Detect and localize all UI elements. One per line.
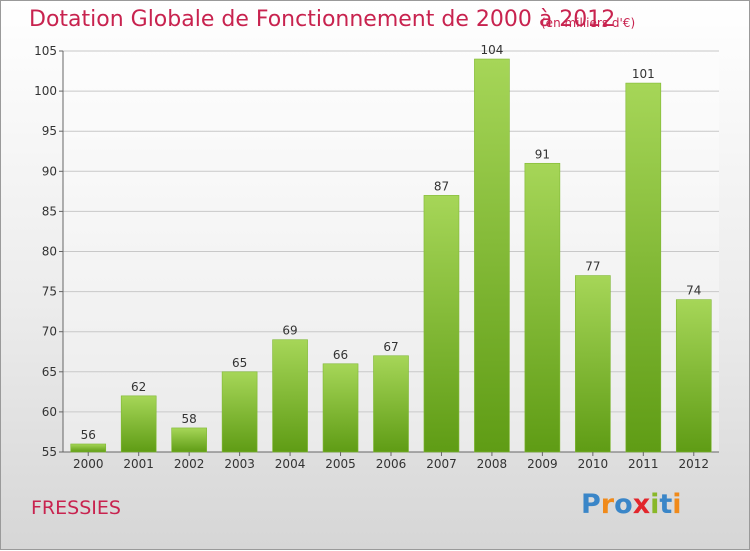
bar-value-label: 77 <box>585 260 600 274</box>
x-tick-label: 2010 <box>578 457 609 471</box>
y-tick-label: 90 <box>42 164 57 178</box>
logo-letter: x <box>632 489 651 520</box>
bar <box>675 299 712 453</box>
bar-value-label: 67 <box>383 340 398 354</box>
y-tick-label: 75 <box>42 285 57 299</box>
y-tick-label: 105 <box>34 44 57 58</box>
chart-title: Dotation Globale de Fonctionnement de 20… <box>29 7 616 32</box>
y-tick-label: 100 <box>34 84 57 98</box>
y-tick-label: 60 <box>42 405 57 419</box>
x-tick-label: 2002 <box>174 457 205 471</box>
bar-value-label: 87 <box>434 179 449 193</box>
x-tick-label: 2012 <box>678 457 709 471</box>
logo-letter: i <box>672 489 682 520</box>
x-tick-label: 2004 <box>275 457 306 471</box>
x-tick-label: 2006 <box>376 457 407 471</box>
bar-value-label: 69 <box>282 324 297 338</box>
bar <box>524 162 561 453</box>
bar-value-label: 65 <box>232 356 247 370</box>
bar-value-label: 104 <box>480 43 503 57</box>
x-tick-label: 2000 <box>73 457 104 471</box>
bar-value-label: 58 <box>182 412 197 426</box>
bar <box>474 58 510 453</box>
bar-value-label: 56 <box>81 428 96 442</box>
y-tick-label: 55 <box>42 445 57 459</box>
chart-subtitle: (en milliers d'€) <box>541 16 636 30</box>
bar <box>272 339 308 453</box>
bar <box>373 355 409 453</box>
logo-letter: P <box>581 489 601 520</box>
proxiti-logo: Proxiti <box>581 489 682 520</box>
bar <box>171 427 207 453</box>
bar <box>625 82 662 453</box>
bar <box>575 275 611 453</box>
bar-value-label: 74 <box>686 284 701 298</box>
logo-letter: r <box>600 489 615 520</box>
bar <box>322 363 359 453</box>
x-tick-label: 2007 <box>426 457 457 471</box>
logo-letter: t <box>659 489 673 520</box>
x-tick-label: 2003 <box>224 457 255 471</box>
y-tick-label: 95 <box>42 124 57 138</box>
y-tick-label: 70 <box>42 325 57 339</box>
y-tick-label: 80 <box>42 245 57 259</box>
logo-letter: o <box>614 489 633 520</box>
bar <box>221 371 258 453</box>
bar-value-label: 66 <box>333 348 348 362</box>
x-tick-label: 2008 <box>477 457 508 471</box>
x-tick-label: 2009 <box>527 457 558 471</box>
bar-value-label: 91 <box>535 147 550 161</box>
logo-letter: i <box>650 489 660 520</box>
x-tick-label: 2001 <box>123 457 154 471</box>
x-tick-label: 2011 <box>628 457 659 471</box>
x-tick-label: 2005 <box>325 457 356 471</box>
bar <box>423 195 460 453</box>
bar <box>120 395 157 453</box>
y-tick-label: 85 <box>42 204 57 218</box>
bar-value-label: 62 <box>131 380 146 394</box>
bar <box>70 443 107 453</box>
commune-name: FRESSIES <box>31 497 121 519</box>
y-tick-label: 65 <box>42 365 57 379</box>
bar-value-label: 101 <box>632 67 655 81</box>
